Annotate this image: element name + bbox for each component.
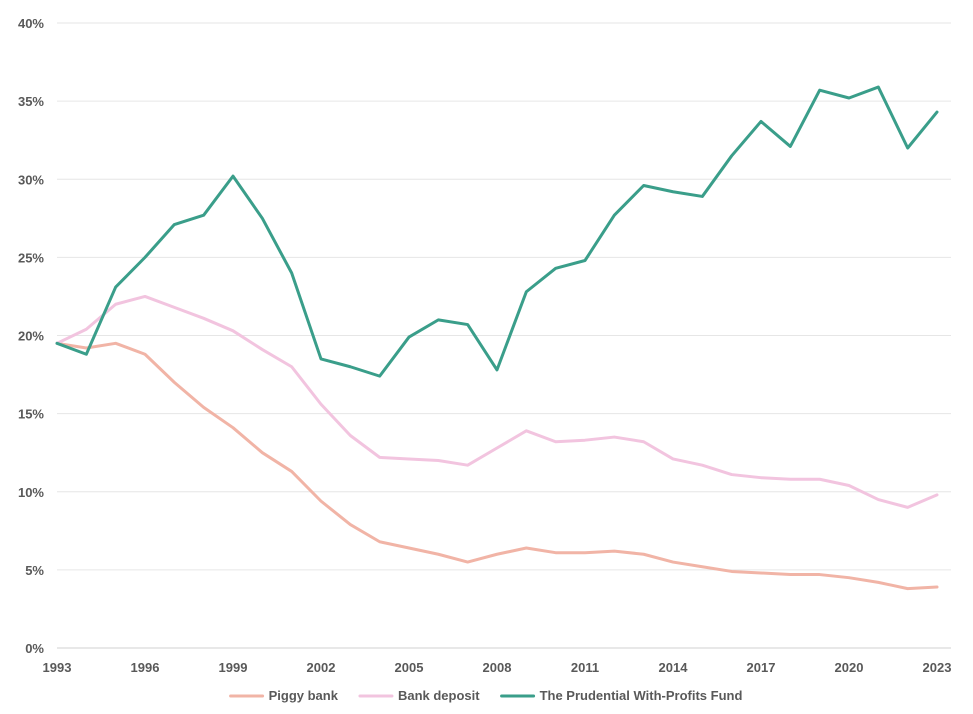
y-tick-label: 25% [18,250,44,265]
y-tick-label: 20% [18,329,44,344]
legend-label: Piggy bank [269,688,339,703]
x-tick-label: 2002 [307,660,336,675]
x-tick-label: 2005 [395,660,424,675]
y-tick-label: 0% [25,641,44,656]
series-line-bank-deposit [55,294,939,509]
legend-label: The Prudential With-Profits Fund [540,688,743,703]
y-tick-label: 40% [18,16,44,31]
x-tick-label: 2008 [483,660,512,675]
series-line-the-prudential-with-profits-fund [55,85,939,378]
x-tick-label: 2023 [923,660,952,675]
x-tick-label: 2011 [571,660,599,675]
legend-label: Bank deposit [398,688,480,703]
y-tick-label: 10% [18,485,44,500]
x-tick-label: 2020 [835,660,864,675]
y-tick-label: 30% [18,172,44,187]
x-tick-label: 2014 [659,660,689,675]
series-line-piggy-bank [55,341,939,591]
y-tick-label: 35% [18,94,44,109]
y-tick-label: 15% [18,407,44,422]
y-tick-label: 5% [25,563,44,578]
x-tick-label: 1999 [219,660,248,675]
gridlines [57,22,951,649]
series-lines [55,85,939,591]
x-tick-label: 1993 [43,660,72,675]
x-tick-label: 1996 [131,660,160,675]
x-tick-label: 2017 [747,660,776,675]
legend: Piggy bank Bank deposit The Prudential Wit… [229,688,743,703]
y-axis-ticks: 0% 5% 10% 15% 20% 25% 30% 35% 40% [18,16,44,656]
x-axis-ticks: 1993 1996 1999 2002 2005 2008 2011 2014 2017 2020… [43,660,952,675]
